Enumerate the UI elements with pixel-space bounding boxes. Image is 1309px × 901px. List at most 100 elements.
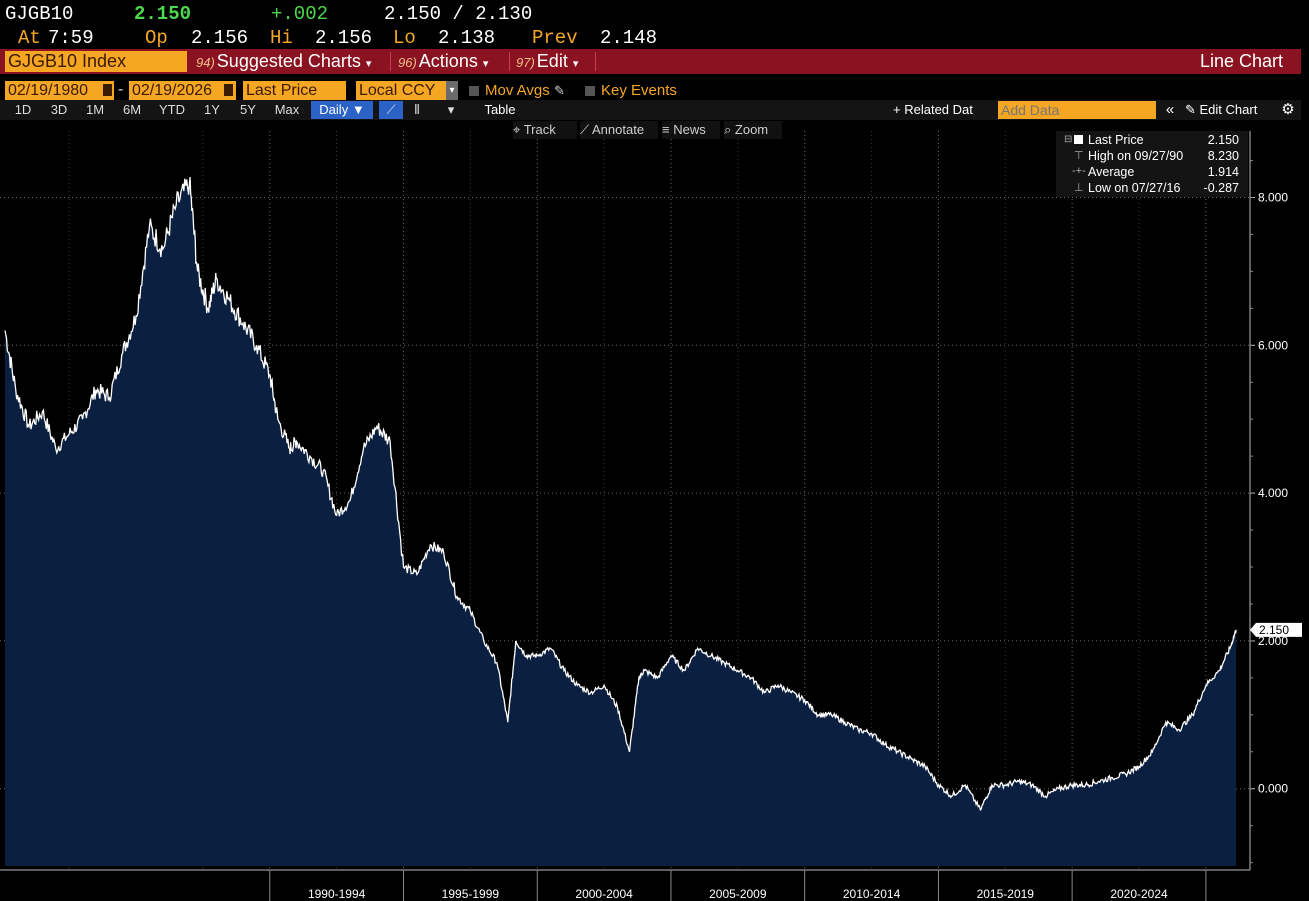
period-3d[interactable]: 3D	[50, 102, 68, 117]
key-events-toggle[interactable]: Key Events	[585, 82, 677, 99]
start-date-field[interactable]: 02/19/1980	[5, 81, 114, 100]
chart-legend: ⊟ Last Price 2.150 ⊤ High on 09/27/90 8.…	[1056, 131, 1248, 197]
divider	[595, 52, 596, 71]
news-tool[interactable]: ≡ News	[662, 121, 720, 139]
line-chart-icon[interactable]: ⟋	[379, 101, 403, 119]
price-area	[5, 177, 1237, 867]
pencil-icon[interactable]: ✎	[553, 83, 565, 98]
x-tick-label: 2010-2014	[843, 887, 901, 901]
average-marker-icon: -+-	[1072, 165, 1086, 177]
actions-num: 96)	[398, 55, 417, 70]
suggested-charts-menu[interactable]: 94) Suggested Charts ▾	[196, 49, 371, 74]
annotate-tool[interactable]: ⟋ Annotate	[580, 121, 658, 139]
bid-ask: 2.150 / 2.130	[384, 3, 533, 25]
edit-menu[interactable]: 97) Edit ▾	[516, 49, 578, 74]
pencil-icon: ✎	[1185, 102, 1200, 117]
chart-type-label[interactable]: Line Chart	[1200, 51, 1284, 71]
open-label: Op	[145, 27, 168, 49]
y-tick-label: 6.000	[1258, 338, 1288, 352]
y-axis: 8.000 6.000 4.000 2.000 0.000	[1249, 131, 1288, 870]
period-1y[interactable]: 1Y	[204, 102, 220, 117]
low-label: Lo	[393, 27, 416, 49]
plus-icon: +	[893, 102, 905, 117]
price-line	[4, 177, 1237, 812]
prev-label: Prev	[532, 27, 578, 49]
add-data-input[interactable]	[998, 101, 1156, 119]
annotate-icon: ⟋	[580, 122, 592, 137]
collapse-legend-icon[interactable]: ⊟	[1064, 134, 1073, 145]
actions-menu[interactable]: 96) Actions ▾	[398, 49, 488, 74]
legend-low-value: -0.287	[1203, 181, 1239, 195]
high-value: 2.156	[315, 27, 373, 49]
edit-num: 97)	[516, 55, 535, 70]
x-tick-label: 2000-2004	[575, 887, 633, 901]
last-price-tag	[1250, 622, 1302, 637]
calendar-icon[interactable]	[224, 84, 233, 96]
news-label: News	[673, 122, 706, 137]
at-label: At	[18, 27, 41, 49]
last-price-swatch	[1074, 135, 1083, 144]
mov-avgs-toggle[interactable]: Mov Avgs ✎	[469, 82, 565, 99]
caret-down-icon: ▾	[365, 58, 372, 70]
legend-average-value: 1.914	[1207, 165, 1239, 179]
last-price-marker: 2.150	[1250, 622, 1302, 637]
track-label: Track	[523, 122, 556, 137]
collapse-icon[interactable]: «	[1165, 101, 1175, 118]
x-tick-label: 2020-2024	[1110, 887, 1168, 901]
y-tick-label: 4.000	[1258, 486, 1288, 500]
period-5y[interactable]: 5Y	[240, 102, 256, 117]
checkbox-icon[interactable]	[585, 86, 595, 97]
x-tick-label: 1995-1999	[442, 887, 500, 901]
edit-label: Edit	[536, 51, 568, 71]
period-6m[interactable]: 6M	[122, 102, 142, 117]
frequency-label: Daily	[319, 102, 349, 117]
chevron-down-icon[interactable]: ▾	[447, 102, 455, 117]
gear-icon[interactable]: ⚙	[1281, 101, 1295, 118]
zoom-label: Zoom	[734, 122, 769, 137]
caret-down-icon: ▾	[572, 58, 579, 70]
key-events-label: Key Events	[601, 82, 677, 99]
legend-high-label: High on 09/27/90	[1088, 149, 1184, 163]
triangle-down-icon: ▼	[351, 102, 365, 117]
frequency-select[interactable]: Daily ▼	[311, 101, 373, 119]
actions-label: Actions	[418, 51, 478, 71]
period-max[interactable]: Max	[274, 102, 300, 117]
x-tick-label: 2005-2009	[709, 887, 767, 901]
mov-avgs-label: Mov Avgs	[485, 82, 550, 99]
security-field[interactable]: GJGB10 Index	[5, 51, 187, 72]
divider	[390, 52, 391, 71]
legend-average-label: Average	[1088, 165, 1135, 179]
caret-down-icon: ▾	[482, 58, 489, 70]
period-1m[interactable]: 1M	[85, 102, 105, 117]
bar-chart-icon[interactable]: ⫴	[414, 102, 420, 117]
y-tick-label: 2.000	[1258, 634, 1288, 648]
track-tool[interactable]: ⌖ Track	[513, 121, 577, 139]
chevron-down-icon[interactable]: ▾	[446, 81, 458, 100]
currency-select[interactable]: Local CCY	[356, 81, 458, 100]
high-marker-icon: ⊤	[1074, 150, 1084, 162]
related-data-button[interactable]: + Related Dat	[893, 101, 989, 119]
end-date-field[interactable]: 02/19/2026	[129, 81, 236, 100]
x-tick-label: 1990-1994	[308, 887, 366, 901]
divider	[509, 52, 510, 71]
field-select[interactable]: Last Price	[243, 81, 346, 100]
table-button[interactable]: Table	[484, 102, 516, 117]
price-chart[interactable]: 8.000 6.000 4.000 2.000 0.000 1990-1994 1995-…	[0, 131, 1309, 901]
crosshair-icon: ⌖	[513, 122, 524, 137]
period-1d[interactable]: 1D	[14, 102, 32, 117]
calendar-icon[interactable]	[103, 84, 112, 96]
checkbox-icon[interactable]	[469, 86, 479, 97]
legend-last-value: 2.150	[1207, 133, 1239, 147]
suggested-label: Suggested Charts	[216, 51, 361, 71]
menu-bar: GJGB10 Index 94) Suggested Charts ▾ 96) Ac…	[0, 49, 1301, 74]
quote-time: 7:59	[48, 27, 94, 49]
edit-chart-button[interactable]: ✎ Edit Chart	[1185, 101, 1275, 119]
period-ytd[interactable]: YTD	[159, 102, 185, 117]
open-value: 2.156	[191, 27, 249, 49]
last-price: 2.150	[134, 3, 192, 25]
annotate-label: Annotate	[592, 122, 645, 137]
edit-chart-label: Edit Chart	[1199, 102, 1258, 117]
low-value: 2.138	[438, 27, 496, 49]
zoom-tool[interactable]: ⌕ Zoom	[724, 121, 782, 139]
ticker: GJGB10	[5, 3, 74, 25]
